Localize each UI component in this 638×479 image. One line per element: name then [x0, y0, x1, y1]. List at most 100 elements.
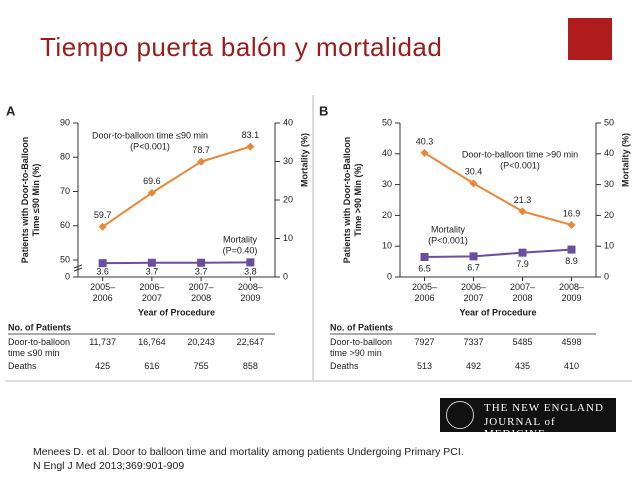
data-label: 78.7	[192, 145, 210, 155]
series-note: (P<0.001)	[130, 141, 170, 151]
data-label: 8.9	[565, 256, 578, 266]
y-tick-label: 80	[60, 152, 70, 162]
journal-logo: THE NEW ENGLAND JOURNAL of MEDICINE	[440, 398, 616, 440]
x-tick-label: 2008– 2009	[558, 282, 585, 303]
table-title: No. of Patients	[330, 322, 393, 332]
slide-title: Tiempo puerta balón y mortalidad	[40, 32, 443, 62]
table-cell: 20,243	[187, 337, 215, 347]
x-tick-label: 2008– 2009	[237, 282, 263, 303]
series-note: (P<0.001)	[428, 235, 468, 245]
table-title: No. of Patients	[8, 322, 71, 332]
point-marker	[567, 245, 576, 254]
y-tick-label: 10	[382, 241, 392, 251]
data-label: 3.8	[244, 266, 257, 276]
series-line	[423, 152, 572, 226]
table-cell: 425	[95, 361, 111, 371]
y2-tick-label: 10	[283, 233, 293, 243]
y-tick-label: 0	[65, 271, 70, 281]
series-name: Door-to-balloon time >90 min	[462, 149, 578, 159]
table-cell: 16,764	[138, 337, 166, 347]
point-marker	[246, 142, 255, 151]
data-label: 7.9	[516, 259, 529, 269]
table-cell: 5485	[512, 337, 533, 347]
series-name: Door-to-balloon time ≤90 min	[92, 130, 208, 140]
data-label: 3.7	[195, 266, 208, 276]
y-tick-label: 0	[387, 271, 392, 281]
series-note: (P=0.40)	[223, 245, 258, 255]
y-axis-label: Patients with Door-to-Balloon Time >90 M…	[342, 136, 363, 264]
y-tick-label: 20	[382, 210, 392, 220]
citation: N Engl J Med 2013;369:901-909	[33, 460, 185, 472]
y-tick-label: 50	[60, 254, 70, 264]
table-cell: 435	[514, 361, 531, 371]
y-axis-label: Patients with Door-to-Balloon Time ≤90 M…	[20, 136, 41, 264]
point-marker	[469, 179, 478, 188]
y2-tick-label: 30	[283, 156, 293, 166]
logo-seal	[446, 401, 474, 429]
data-label: 6.5	[418, 263, 431, 273]
y2-tick-label: 40	[283, 117, 293, 127]
x-tick-label: 2006– 2007	[460, 282, 487, 303]
data-label: 3.6	[96, 266, 109, 276]
x-axis-label: Year of Procedure	[138, 307, 215, 317]
series-line	[424, 248, 572, 258]
data-label: 59.7	[94, 210, 112, 220]
logo-line: THE NEW ENGLAND	[484, 402, 604, 414]
y-tick-label: 30	[382, 179, 392, 189]
x-tick-label: 2007– 2008	[188, 282, 214, 303]
row-label: Door-to-balloon time >90 min	[330, 337, 393, 358]
x-tick-label: 2005– 2006	[411, 282, 438, 303]
point-marker	[518, 248, 527, 257]
table-cell: 11,737	[89, 337, 117, 347]
y-tick-label: 50	[382, 117, 392, 127]
x-tick-label: 2006– 2007	[139, 282, 165, 303]
point-marker	[197, 258, 206, 267]
table-cell: 4598	[561, 337, 582, 347]
table-cell: 492	[465, 361, 482, 371]
series-note: (P<0.001)	[500, 160, 540, 170]
table-cell: 22,647	[236, 337, 265, 347]
y2-tick-label: 20	[604, 210, 614, 220]
data-label: 21.3	[514, 195, 532, 205]
data-label: 3.7	[146, 266, 159, 276]
y2-tick-label: 0	[283, 271, 288, 281]
citation: Menees D. et al. Door to balloon time an…	[33, 446, 464, 458]
point-marker	[147, 188, 156, 197]
point-marker	[420, 252, 429, 261]
x-axis-label: Year of Procedure	[459, 307, 536, 317]
series-name: Mortality	[223, 234, 258, 244]
table-cell: 7927	[414, 337, 435, 347]
data-label: 16.9	[563, 208, 581, 218]
table-cell: 616	[144, 361, 160, 371]
point-marker	[420, 148, 429, 157]
table-cell: 755	[193, 361, 209, 371]
point-marker	[147, 258, 156, 267]
point-marker	[567, 220, 576, 229]
y2-tick-label: 0	[604, 271, 609, 281]
table-cell: 858	[242, 361, 258, 371]
data-label: 30.4	[465, 167, 483, 177]
data-label: 6.7	[467, 263, 480, 273]
y2-axis-label: Mortality (%)	[299, 133, 309, 187]
row-label: Door-to-balloon time ≤90 min	[8, 337, 71, 358]
x-tick-label: 2005– 2006	[90, 282, 116, 303]
point-marker	[98, 222, 107, 231]
y-tick-label: 60	[60, 220, 70, 230]
data-label: 69.6	[143, 176, 161, 186]
y-tick-label: 40	[382, 148, 392, 158]
panel-label: A	[6, 103, 16, 118]
x-tick-label: 2007– 2008	[509, 282, 536, 303]
data-label: 40.3	[416, 136, 434, 146]
axis-break	[73, 264, 83, 272]
table-cell: 7337	[463, 337, 484, 347]
table-cell: 513	[416, 361, 433, 371]
logo-line: JOURNAL of MEDICINE	[484, 416, 556, 440]
y2-axis-label: Mortality (%)	[620, 133, 630, 187]
y2-tick-label: 40	[604, 148, 614, 158]
point-marker	[197, 157, 206, 166]
y2-tick-label: 30	[604, 179, 614, 189]
panel-label: B	[319, 103, 328, 118]
series-line	[102, 261, 251, 265]
